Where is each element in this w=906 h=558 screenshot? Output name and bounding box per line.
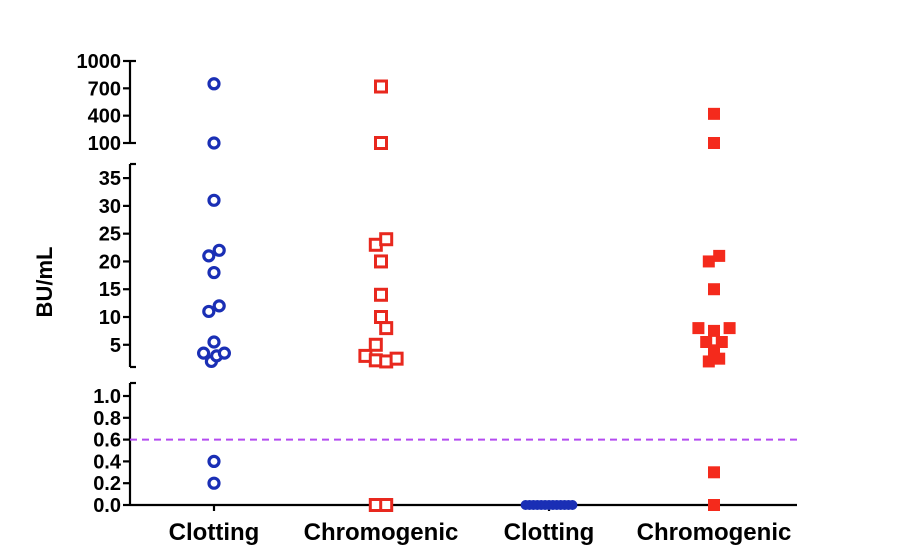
- x-tick-label: Chromogenic: [637, 519, 792, 546]
- data-point: [207, 193, 221, 207]
- data-points: [197, 77, 736, 512]
- data-point: [217, 346, 231, 360]
- y-tick-label: 700: [88, 78, 121, 100]
- y-axis-label: BU/mL: [32, 247, 57, 318]
- y-tick-label: 100: [88, 133, 121, 155]
- y-tick-label: 0.6: [93, 430, 121, 452]
- data-point: [374, 136, 388, 150]
- data-point: [207, 77, 221, 91]
- data-point: [702, 255, 715, 268]
- y-tick-label: 20: [99, 251, 121, 273]
- y-tick-label: 0.8: [93, 408, 121, 430]
- data-point: [708, 499, 720, 511]
- data-point: [379, 232, 394, 247]
- y-tick-label: 0.0: [93, 495, 121, 517]
- y-tick-label: 30: [99, 196, 121, 218]
- y-axis: 0.00.20.40.60.81.0 5 10 15 20 25 30 35 100 400 700…: [77, 51, 136, 517]
- data-point: [702, 355, 715, 368]
- y-tick-label: 1000: [77, 51, 122, 73]
- x-axis: Clotting Chromogenic Clotting Chromogenic: [130, 503, 797, 546]
- y-tick-label: 15: [99, 279, 121, 301]
- y-tick-label: 0.2: [93, 473, 121, 495]
- data-point: [207, 476, 221, 490]
- y-tick-label: 10: [99, 307, 121, 329]
- y-tick-label: 400: [88, 106, 121, 128]
- data-point: [202, 249, 216, 263]
- data-point: [692, 322, 705, 335]
- data-point: [708, 137, 720, 149]
- data-point: [708, 107, 720, 120]
- data-point: [374, 254, 388, 269]
- y-tick-label: 25: [99, 224, 121, 246]
- data-point: [207, 136, 221, 150]
- data-point: [379, 498, 394, 512]
- data-point: [207, 265, 221, 280]
- data-point: [379, 321, 394, 336]
- y-tick-label: 35: [99, 168, 121, 190]
- data-point: [197, 346, 211, 360]
- data-point: [567, 500, 578, 510]
- data-point: [708, 283, 720, 296]
- x-tick-label: Chromogenic: [304, 519, 459, 546]
- data-point: [212, 299, 226, 313]
- x-tick-label: Clotting: [504, 519, 595, 546]
- data-point: [708, 324, 720, 337]
- data-point: [207, 335, 221, 349]
- y-tick-label: 0.4: [93, 451, 122, 473]
- y-tick-label: 5: [110, 335, 121, 357]
- data-point: [368, 337, 383, 352]
- data-point: [713, 352, 726, 365]
- data-point: [202, 304, 216, 319]
- data-point: [374, 79, 388, 94]
- data-point: [713, 249, 726, 262]
- data-point: [374, 310, 388, 324]
- data-point: [708, 466, 720, 479]
- x-tick-label: Clotting: [169, 519, 260, 546]
- data-point: [374, 287, 388, 302]
- data-point: [389, 351, 404, 366]
- data-point: [207, 454, 221, 468]
- y-tick-label: 1.0: [93, 386, 121, 408]
- data-point: [723, 322, 736, 335]
- data-point: [212, 243, 226, 257]
